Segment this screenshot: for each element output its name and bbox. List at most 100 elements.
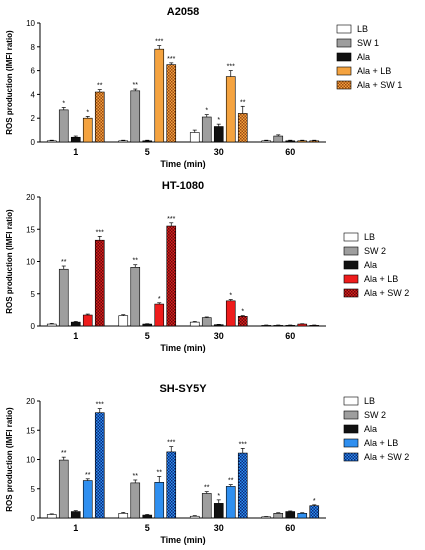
bar [213, 324, 224, 327]
legend-swatch [343, 246, 359, 256]
y-tick-label: 2 [31, 114, 36, 123]
y-tick-label: 0 [31, 514, 36, 523]
y-tick-label: 10 [26, 258, 35, 267]
legend-label: Ala + LB [357, 66, 391, 76]
bar [237, 113, 248, 143]
bar [46, 140, 57, 143]
chart-title: SH-SY5Y [159, 383, 207, 395]
legend-label: Ala + LB [364, 274, 398, 284]
significance-label: ** [204, 485, 210, 492]
bar [309, 505, 320, 519]
bar [189, 515, 200, 519]
significance-label: * [205, 108, 208, 115]
legend-label: LB [357, 24, 368, 34]
bar [166, 451, 177, 519]
legend-label: SW 1 [357, 38, 379, 48]
x-axis-label: Time (min) [160, 535, 205, 545]
y-tick-label: 15 [26, 426, 35, 435]
significance-label: *** [96, 402, 104, 409]
bar [309, 140, 320, 143]
bar [70, 511, 81, 519]
x-tick-label: 60 [285, 331, 295, 341]
bar [273, 325, 284, 327]
x-axis-label: Time (min) [160, 343, 205, 353]
bar [82, 480, 93, 519]
x-tick-label: 60 [285, 147, 295, 157]
significance-label: *** [227, 64, 235, 71]
x-tick-label: 5 [145, 331, 150, 341]
significance-label: ** [85, 472, 91, 479]
bar [70, 321, 81, 327]
legend-label: SW 2 [364, 410, 386, 420]
bar [201, 317, 212, 327]
legend-swatch [343, 274, 359, 284]
bar [166, 225, 177, 327]
bar [58, 459, 69, 519]
bar [142, 514, 153, 519]
significance-label: *** [167, 216, 175, 223]
bar [297, 513, 308, 519]
bar [285, 140, 296, 143]
significance-label: ** [133, 473, 139, 480]
significance-label: * [86, 109, 89, 116]
significance-label: ** [133, 258, 139, 265]
legend-swatch [343, 438, 359, 448]
bar [213, 126, 224, 143]
y-axis-label: ROS production (IMFI ratio) [5, 407, 14, 512]
bar [166, 64, 177, 143]
y-tick-label: 20 [26, 397, 35, 406]
legend-label: SW 2 [364, 246, 386, 256]
bar [189, 132, 200, 143]
bar [118, 315, 129, 327]
bar [46, 514, 57, 519]
y-tick-label: 6 [31, 67, 36, 76]
bar [261, 140, 272, 143]
bar [237, 316, 248, 327]
bar [94, 412, 105, 519]
bar [297, 323, 308, 327]
significance-label: * [158, 296, 161, 303]
significance-label: * [313, 498, 316, 505]
y-tick-label: 10 [26, 19, 35, 28]
bar [237, 452, 248, 519]
significance-label: *** [167, 440, 175, 447]
legend-swatch [336, 52, 352, 62]
y-tick-label: 5 [31, 290, 36, 299]
bar [261, 516, 272, 519]
significance-label: *** [167, 56, 175, 63]
x-tick-label: 30 [214, 523, 224, 533]
legend-label: Ala [364, 260, 377, 270]
bar [225, 76, 236, 143]
y-tick-label: 8 [31, 43, 36, 52]
bar [273, 513, 284, 519]
bar [142, 140, 153, 143]
legend-swatch [343, 260, 359, 270]
bar [94, 239, 105, 327]
legend-label: LB [364, 396, 375, 406]
bar [201, 116, 212, 143]
significance-label: ** [228, 478, 234, 485]
bar [118, 140, 129, 143]
y-tick-label: 0 [31, 138, 36, 147]
significance-label: * [241, 309, 244, 316]
legend-swatch [336, 66, 352, 76]
legend-swatch [343, 232, 359, 242]
significance-label: *** [96, 229, 104, 236]
legend-label: Ala + SW 2 [364, 288, 409, 298]
legend-label: Ala + SW 1 [357, 80, 402, 90]
legend-swatch [343, 424, 359, 434]
significance-label: * [217, 493, 220, 500]
bar [82, 314, 93, 327]
legend-label: Ala + LB [364, 438, 398, 448]
bar [130, 90, 141, 143]
bar [201, 493, 212, 519]
significance-label: ** [61, 259, 67, 266]
chart-title: HT-1080 [162, 180, 204, 192]
bar [154, 482, 165, 519]
x-tick-label: 1 [73, 331, 78, 341]
bar [142, 323, 153, 327]
legend-swatch [336, 38, 352, 48]
